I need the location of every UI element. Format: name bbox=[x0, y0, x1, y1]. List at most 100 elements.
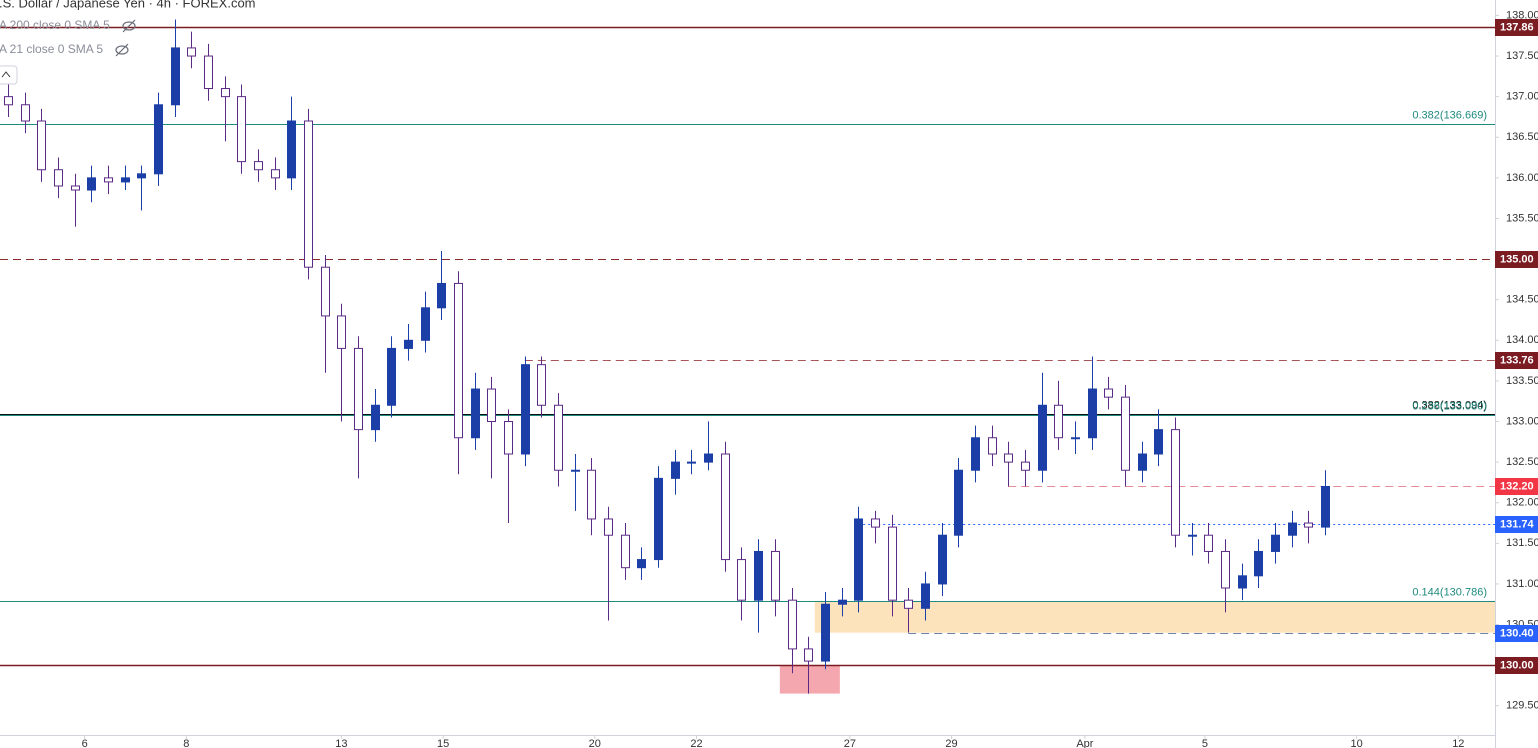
candle-body bbox=[104, 177, 113, 183]
candle-body bbox=[954, 469, 963, 536]
x-tick-label: 13 bbox=[335, 738, 347, 748]
candle-body bbox=[171, 47, 180, 106]
symbol-title: .S. Dollar / Japanese Yen · 4h · FOREX.c… bbox=[0, 0, 256, 10]
y-tick-label: 136.00 bbox=[1506, 172, 1538, 184]
candle-body bbox=[1154, 429, 1163, 455]
candle-body bbox=[71, 185, 80, 191]
indicator-label: A 200 close 0 SMA 5 bbox=[0, 18, 110, 32]
level-label: 0.236(133.080) bbox=[1412, 400, 1487, 412]
candle-body bbox=[704, 453, 713, 463]
candle-body bbox=[4, 96, 13, 106]
price-box bbox=[1495, 478, 1538, 495]
candle-body bbox=[1221, 550, 1230, 589]
candle-body bbox=[287, 120, 296, 179]
candle-body bbox=[621, 534, 630, 569]
eye-icons[interactable] bbox=[115, 19, 136, 57]
y-tick-label: 137.00 bbox=[1506, 91, 1538, 103]
candle-body bbox=[1321, 485, 1330, 528]
candle-body bbox=[354, 347, 363, 431]
candle-body bbox=[421, 307, 430, 341]
indicator-label: A 21 close 0 SMA 5 bbox=[0, 42, 103, 56]
candle-body bbox=[1104, 388, 1113, 398]
candle-body bbox=[221, 88, 230, 98]
candle-body bbox=[37, 120, 46, 171]
candle-body bbox=[604, 518, 613, 536]
candle-body bbox=[1204, 534, 1213, 552]
x-tick-label: 15 bbox=[437, 738, 449, 748]
y-tick-label: 136.50 bbox=[1506, 131, 1538, 143]
level-label: 0.382(136.669) bbox=[1412, 109, 1487, 121]
candle-body bbox=[988, 437, 997, 455]
candle-body bbox=[1121, 396, 1130, 471]
x-tick-label: 6 bbox=[82, 738, 88, 748]
candle-body bbox=[121, 177, 130, 183]
candle-body bbox=[471, 388, 480, 439]
candle-body bbox=[1238, 575, 1247, 589]
candle-body bbox=[154, 104, 163, 175]
candle-body bbox=[571, 469, 580, 472]
candle-body bbox=[321, 266, 330, 317]
candle-body bbox=[854, 518, 863, 601]
candle-body bbox=[1271, 534, 1280, 552]
level-label: 0.382(133.094) bbox=[1412, 399, 1487, 411]
candle-body bbox=[1138, 453, 1147, 471]
candle-body bbox=[904, 599, 913, 609]
candle-body bbox=[454, 282, 463, 439]
zone bbox=[779, 665, 840, 694]
candle-body bbox=[771, 550, 780, 601]
price-box-label: 131.74 bbox=[1500, 518, 1535, 530]
candle-body bbox=[737, 559, 746, 601]
y-tick-label: 133.50 bbox=[1506, 375, 1538, 387]
candle-body bbox=[821, 603, 830, 662]
price-box bbox=[1495, 657, 1538, 674]
candle-body bbox=[371, 404, 380, 431]
candle-body bbox=[921, 583, 930, 609]
price-box-label: 135.00 bbox=[1500, 253, 1534, 265]
candle-body bbox=[971, 437, 980, 471]
y-tick-label: 135.50 bbox=[1506, 212, 1538, 224]
candle-body bbox=[21, 104, 30, 122]
price-box bbox=[1495, 19, 1538, 36]
candle-body bbox=[1254, 550, 1263, 577]
candle-body bbox=[1304, 522, 1313, 528]
candle-body bbox=[54, 169, 63, 187]
candle-body bbox=[804, 648, 813, 662]
candle-body bbox=[671, 461, 680, 479]
candle-body bbox=[754, 550, 763, 601]
candle-body bbox=[1171, 429, 1180, 536]
y-tick-label: 133.00 bbox=[1506, 415, 1538, 427]
y-tick-label: 132.00 bbox=[1506, 497, 1538, 509]
x-tick-label: 8 bbox=[183, 738, 189, 748]
candle-body bbox=[788, 599, 797, 650]
x-tick-label: 22 bbox=[690, 738, 702, 748]
y-tick-label: 131.50 bbox=[1506, 537, 1538, 549]
x-tick-label: 27 bbox=[844, 738, 856, 748]
candle-body bbox=[1088, 388, 1097, 439]
candle-body bbox=[938, 534, 947, 585]
candle-body bbox=[87, 177, 96, 191]
candle-body bbox=[1071, 437, 1080, 440]
price-box bbox=[1495, 516, 1538, 533]
candle-body bbox=[304, 120, 313, 268]
candle-body bbox=[187, 47, 196, 57]
x-tick-label: Apr bbox=[1076, 738, 1093, 748]
candle-body bbox=[254, 161, 263, 171]
level-label: 0.144(130.786) bbox=[1412, 586, 1487, 598]
candle-body bbox=[1038, 404, 1047, 471]
candle-body bbox=[1188, 534, 1197, 537]
y-tick-label: 134.50 bbox=[1506, 294, 1538, 306]
candle-body bbox=[204, 55, 213, 90]
price-box bbox=[1495, 625, 1538, 642]
candle-body bbox=[838, 599, 847, 605]
collapse-arrow bbox=[1, 71, 11, 78]
candle-body bbox=[537, 364, 546, 406]
candle-body bbox=[654, 477, 663, 561]
price-box-label: 132.20 bbox=[1500, 480, 1534, 492]
candle-body bbox=[504, 421, 513, 455]
x-tick-label: 10 bbox=[1351, 738, 1363, 748]
x-tick-label: 5 bbox=[1202, 738, 1208, 748]
candle-body bbox=[137, 173, 146, 179]
candle-body bbox=[637, 559, 646, 569]
candle-body bbox=[521, 364, 530, 455]
